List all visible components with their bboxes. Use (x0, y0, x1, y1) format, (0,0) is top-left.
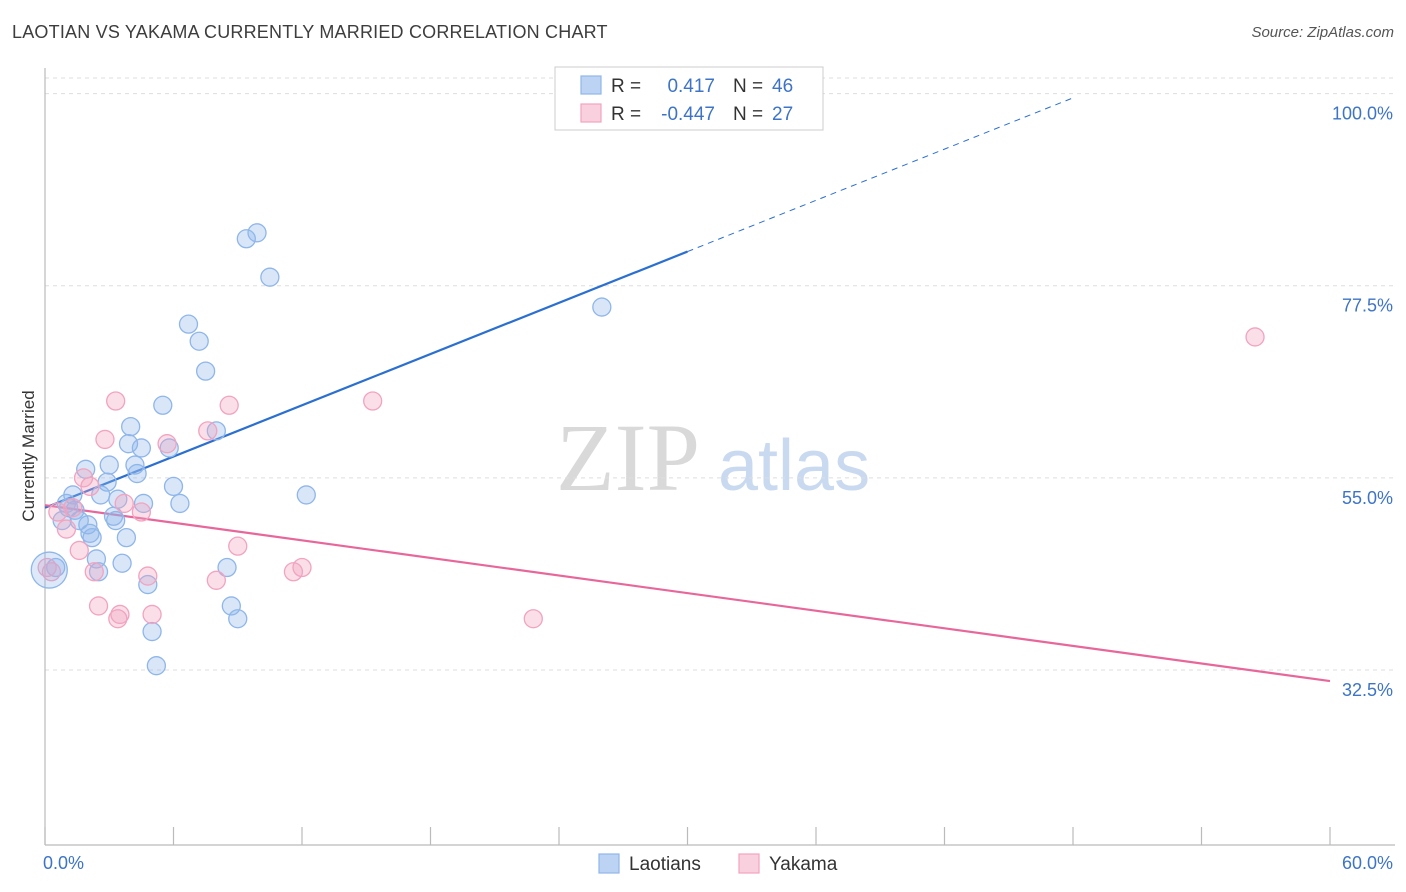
bottom-legend-laotians: Laotians (629, 854, 701, 875)
y-axis-label: Currently Married (19, 390, 38, 521)
x-tick-label-min: 0.0% (43, 853, 84, 873)
legend-r-value-1: 0.417 (667, 76, 715, 97)
point-yakama (88, 596, 109, 616)
point-laotians (189, 331, 209, 351)
point-yakama (142, 604, 162, 625)
point-laotians (153, 395, 173, 415)
point-yakama (228, 536, 248, 556)
watermark-atlas: atlas (718, 426, 870, 506)
bottom-legend-swatch-yakama (738, 853, 760, 874)
trend-line-yakama (44, 504, 1331, 683)
point-laotians (195, 361, 216, 381)
point-laotians (163, 476, 184, 497)
x-tick-label-max: 60.0% (1342, 853, 1393, 873)
legend-n-value-1: 46 (772, 76, 793, 97)
y-tick-label: 55.0% (1342, 488, 1393, 508)
point-laotians (121, 416, 141, 437)
point-yakama (63, 498, 83, 518)
point-laotians (97, 472, 117, 492)
point-yakama (219, 395, 239, 415)
data-points (30, 223, 1265, 676)
y-tick-label: 32.5% (1342, 680, 1393, 700)
trend-lines (44, 97, 1331, 683)
grid-lines (45, 77, 1395, 671)
point-laotians (131, 438, 152, 458)
point-yakama (1245, 327, 1265, 347)
point-laotians (112, 553, 132, 573)
point-yakama (56, 519, 77, 539)
source-label: Source: ZipAtlas.com (1251, 24, 1394, 41)
point-yakama (110, 604, 130, 625)
point-laotians (116, 527, 137, 548)
point-laotians (99, 455, 119, 475)
point-yakama (69, 540, 89, 561)
point-laotians (260, 267, 280, 287)
point-laotians (82, 527, 102, 548)
point-laotians (65, 500, 85, 520)
point-laotians (88, 562, 109, 582)
y-tick-label: 100.0% (1332, 104, 1393, 124)
point-laotians (170, 493, 190, 514)
top-legend: R = 0.417 N = 46 R = -0.447 N = 27 (554, 66, 824, 131)
y-tick-labels: 32.5% 55.0% 77.5% 100.0% (1332, 104, 1393, 700)
point-yakama (95, 429, 115, 450)
watermark-zip: ZIP (556, 404, 700, 511)
point-laotians (236, 229, 256, 249)
point-yakama (80, 476, 100, 497)
point-laotians (296, 485, 316, 505)
point-laotians (142, 621, 162, 642)
point-laotians (228, 609, 248, 629)
point-laotians (247, 223, 267, 243)
bottom-legend: Laotians Yakama (598, 853, 838, 875)
trend-extension-laotians (687, 97, 1074, 253)
chart-title: LAOTIAN VS YAKAMA CURRENTLY MARRIED CORR… (12, 22, 608, 42)
point-yakama (48, 502, 68, 522)
point-yakama (131, 502, 152, 522)
trend-line-laotians (44, 250, 688, 509)
legend-r-value-2: -0.447 (661, 104, 715, 125)
point-yakama (84, 562, 104, 582)
legend-n-label-2: N = (733, 104, 763, 125)
legend-n-label-1: N = (733, 76, 763, 97)
point-yakama (292, 557, 312, 578)
point-yakama (157, 434, 177, 454)
point-yakama (198, 421, 218, 441)
point-yakama (363, 391, 383, 411)
bottom-legend-yakama: Yakama (769, 854, 838, 875)
point-laotians (146, 656, 167, 676)
y-tick-label: 77.5% (1342, 296, 1393, 316)
point-yakama (114, 493, 134, 514)
legend-r-label-1: R = (611, 76, 641, 97)
point-laotians (127, 463, 147, 484)
bottom-legend-swatch-laotians (598, 853, 620, 874)
point-yakama (523, 609, 543, 629)
point-yakama (106, 391, 126, 411)
point-laotians (106, 510, 126, 531)
legend-swatch-yakama (580, 103, 602, 123)
point-laotians (178, 314, 199, 334)
point-laotians (592, 297, 612, 317)
legend-r-label-2: R = (611, 104, 641, 125)
axes (44, 68, 1395, 846)
legend-n-value-2: 27 (772, 104, 793, 125)
x-tick-labels: 0.0% 60.0% (43, 853, 1393, 873)
point-laotians (217, 557, 237, 578)
point-laotians-cluster (30, 551, 68, 589)
point-yakama (41, 562, 62, 582)
point-yakama (206, 570, 226, 590)
legend-swatch-laotians (580, 75, 602, 95)
point-yakama (138, 566, 158, 586)
